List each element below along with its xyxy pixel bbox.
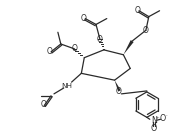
- Polygon shape: [115, 80, 121, 92]
- Text: O: O: [134, 6, 140, 15]
- Text: O: O: [80, 14, 86, 23]
- Text: O: O: [143, 26, 149, 35]
- Text: -: -: [166, 113, 167, 117]
- Text: O: O: [151, 124, 157, 133]
- Text: O: O: [159, 114, 166, 123]
- Text: N: N: [151, 116, 157, 125]
- Text: O: O: [40, 100, 46, 109]
- Polygon shape: [123, 40, 134, 55]
- Text: O: O: [97, 35, 103, 44]
- Text: O: O: [116, 87, 121, 96]
- Text: NH: NH: [61, 83, 72, 89]
- Text: O: O: [72, 44, 77, 53]
- Text: +: +: [156, 116, 159, 120]
- Text: O: O: [46, 47, 52, 56]
